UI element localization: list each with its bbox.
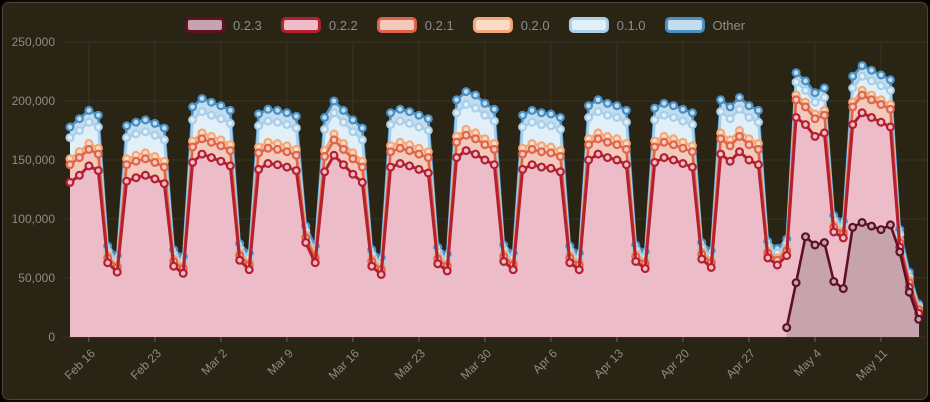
- y-tick-label: 200,000: [12, 94, 56, 108]
- x-tick-label: Mar 16: [326, 346, 363, 383]
- legend-swatch-0.2.0: [472, 17, 513, 33]
- legend-item-0.2.0[interactable]: 0.2.0: [472, 17, 550, 33]
- legend: 0.2.3 0.2.2 0.2.1 0.2.0 0.1.0 Other: [184, 17, 746, 33]
- legend-item-0.1.0[interactable]: 0.1.0: [568, 17, 646, 33]
- x-axis-labels: Feb 16 Feb 23 Mar 2 Mar 9 Mar 16 Mar 23 Mar 30…: [62, 346, 891, 383]
- x-tick-label: Feb 16: [62, 346, 99, 383]
- legend-item-0.2.3[interactable]: 0.2.3: [184, 17, 262, 33]
- area-0.2.2: [70, 112, 919, 337]
- y-tick-label: 250,000: [12, 35, 56, 49]
- legend-item-0.2.2[interactable]: 0.2.2: [280, 17, 358, 33]
- x-tick-label: Apr 6: [530, 346, 560, 376]
- y-tick-label: 0: [48, 330, 55, 344]
- legend-swatch-0.2.2: [280, 17, 321, 33]
- x-tick-label: Apr 13: [591, 346, 626, 381]
- legend-label: 0.2.3: [232, 17, 262, 33]
- markers-0.2.3: [782, 218, 924, 333]
- y-tick-label: 150,000: [12, 153, 56, 167]
- y-axis-labels: 250,000 200,000 150,000 100,000 50,000 0: [12, 35, 56, 344]
- legend-label: 0.2.2: [328, 17, 358, 33]
- legend-swatch-0.2.1: [376, 17, 417, 33]
- legend-label: 0.1.0: [616, 17, 646, 33]
- legend-label: 0.2.0: [520, 17, 550, 33]
- x-tick-label: Apr 27: [723, 346, 758, 381]
- legend-swatch-Other: [664, 17, 705, 33]
- x-tick-label: Apr 20: [657, 346, 692, 381]
- x-tick-label: May 11: [853, 346, 890, 383]
- legend-label: Other: [712, 17, 746, 33]
- markers-0.2.0: [65, 85, 924, 314]
- series-areas: [70, 65, 919, 338]
- legend-swatch-0.2.3: [184, 17, 225, 33]
- x-tick-label: Mar 2: [198, 346, 230, 378]
- area-0.2.3: [786, 222, 919, 337]
- x-tick-label: Mar 30: [458, 346, 495, 383]
- series-lines: [65, 61, 924, 333]
- x-tick-label: May 4: [791, 346, 824, 379]
- y-tick-label: 50,000: [18, 271, 55, 285]
- legend-item-0.2.1[interactable]: 0.2.1: [376, 17, 454, 33]
- markers-0.2.2: [65, 108, 924, 318]
- x-tick-label: Mar 23: [392, 346, 429, 383]
- x-tick-label: Feb 23: [128, 346, 165, 383]
- x-tick-label: Mar 9: [264, 346, 296, 378]
- legend-label: 0.2.1: [424, 17, 454, 33]
- legend-swatch-0.1.0: [568, 17, 609, 33]
- y-tick-label: 100,000: [12, 212, 56, 226]
- legend-item-Other[interactable]: Other: [664, 17, 746, 33]
